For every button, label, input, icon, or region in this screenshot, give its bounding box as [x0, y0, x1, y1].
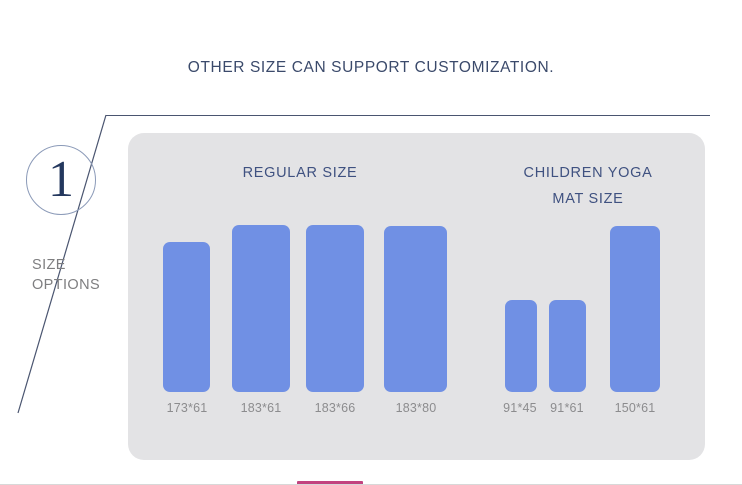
size-bar-label: 91*61 — [550, 401, 584, 415]
bottom-accent-bar — [297, 481, 363, 485]
group-title-regular-size: REGULAR SIZE — [242, 165, 358, 181]
size-bar-label: 183*80 — [395, 401, 437, 415]
size-bar — [306, 225, 364, 392]
header-divider-line — [106, 115, 710, 116]
size-bar — [549, 300, 586, 392]
size-bar — [505, 300, 537, 392]
size-bar-label: 183*61 — [240, 401, 282, 415]
group-title-children-yoga-mat-size: CHILDREN YOGA MAT SIZE — [478, 160, 698, 212]
group-title-children-line-1: CHILDREN YOGA — [523, 165, 653, 181]
size-bar — [232, 225, 290, 392]
size-bar — [384, 226, 447, 392]
step-badge-circle — [26, 145, 96, 215]
step-label: SIZE OPTIONS — [32, 255, 142, 295]
group-title-children-line-2: MAT SIZE — [552, 191, 624, 207]
size-bar — [163, 242, 210, 392]
size-bar-label: 91*45 — [503, 401, 537, 415]
size-bar — [610, 226, 660, 392]
size-bar-label: 150*61 — [614, 401, 656, 415]
step-label-line-1: SIZE — [32, 257, 66, 273]
size-bar-label: 173*61 — [166, 401, 208, 415]
size-bar-label: 183*66 — [314, 401, 356, 415]
page-title: OTHER SIZE CAN SUPPORT CUSTOMIZATION. — [187, 59, 555, 76]
step-number: 1 — [48, 151, 74, 208]
step-label-line-2: OPTIONS — [32, 277, 101, 293]
